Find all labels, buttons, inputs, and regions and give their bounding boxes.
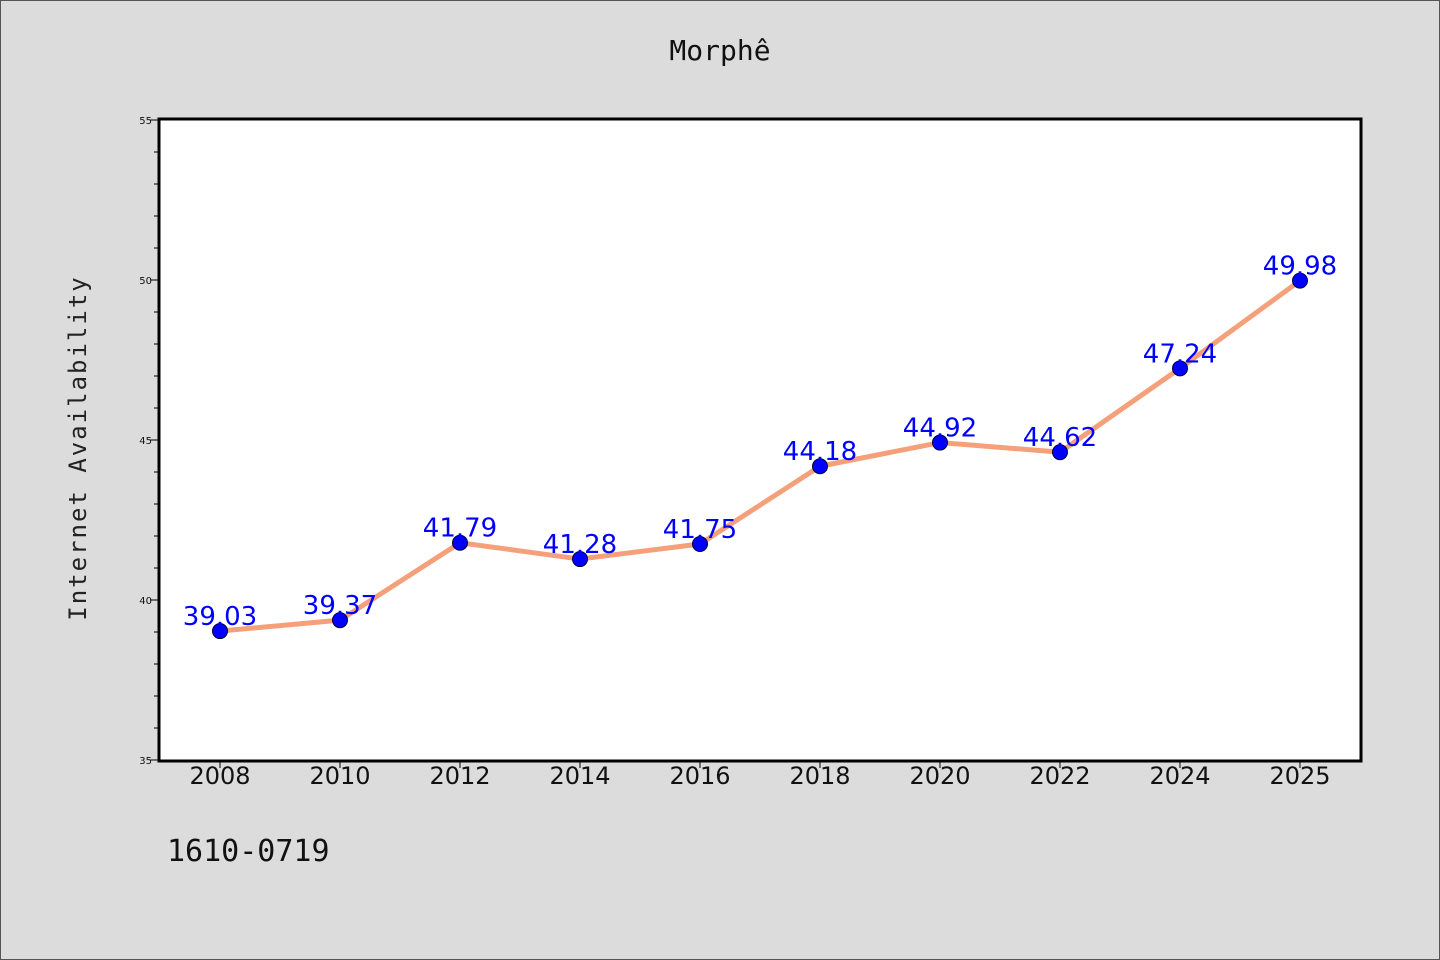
series-line: [217, 278, 1303, 634]
data-point: [572, 551, 588, 568]
x-tick-label: 2008: [189, 762, 250, 790]
y-tick-label: 50: [139, 276, 152, 287]
chart-title: Morphê: [669, 34, 771, 67]
data-point: [1172, 360, 1188, 377]
data-point: [1052, 444, 1068, 461]
y-tick-label: 55: [139, 116, 152, 127]
y-tick-label: 35: [139, 756, 152, 767]
data-point: [932, 434, 948, 451]
data-label: 44.92: [903, 414, 977, 444]
x-tick-label: 2022: [1029, 762, 1090, 790]
data-labels: 39.03 39.37 41.79 41.28 41.75 44.18 44.92 44.62…: [183, 252, 1337, 632]
plot-area: [157, 117, 1363, 763]
data-label: 44.62: [1023, 423, 1097, 453]
data-label: 47.24: [1143, 339, 1217, 369]
data-label: 39.03: [183, 602, 257, 632]
x-tick-label: 2016: [669, 762, 730, 790]
data-point: [692, 536, 708, 552]
data-point: [452, 534, 468, 551]
y-tick-label: 45: [139, 436, 152, 447]
x-tick-label: 2025: [1269, 762, 1330, 790]
data-label: 44.18: [783, 437, 857, 467]
x-tick-label: 2014: [549, 762, 610, 790]
footer-code: 1610-0719: [167, 834, 330, 869]
x-tick-label: 2010: [309, 762, 370, 790]
series-lines: [217, 278, 1303, 634]
x-tick-label: 2020: [909, 762, 970, 790]
y-axis-ticks: 35 40 45 50 55: [139, 116, 160, 767]
data-point: [812, 458, 828, 475]
data-label: 49.98: [1263, 252, 1337, 282]
data-label: 41.79: [423, 514, 497, 544]
x-tick-label: 2024: [1149, 762, 1210, 790]
x-axis-ticks: 2008 2010 2012 2014 2016 2018 2020 2022 2024 2025: [189, 760, 1331, 790]
data-point: [212, 623, 228, 640]
x-tick-label: 2018: [789, 762, 850, 790]
data-point: [332, 612, 348, 629]
data-point: [1292, 272, 1308, 289]
series-points: [212, 272, 1308, 640]
data-label: 41.28: [543, 530, 617, 560]
x-tick-label: 2012: [429, 762, 490, 790]
y-tick-label: 40: [139, 596, 152, 607]
data-label: 41.75: [663, 515, 737, 545]
data-label: 39.37: [303, 591, 377, 621]
